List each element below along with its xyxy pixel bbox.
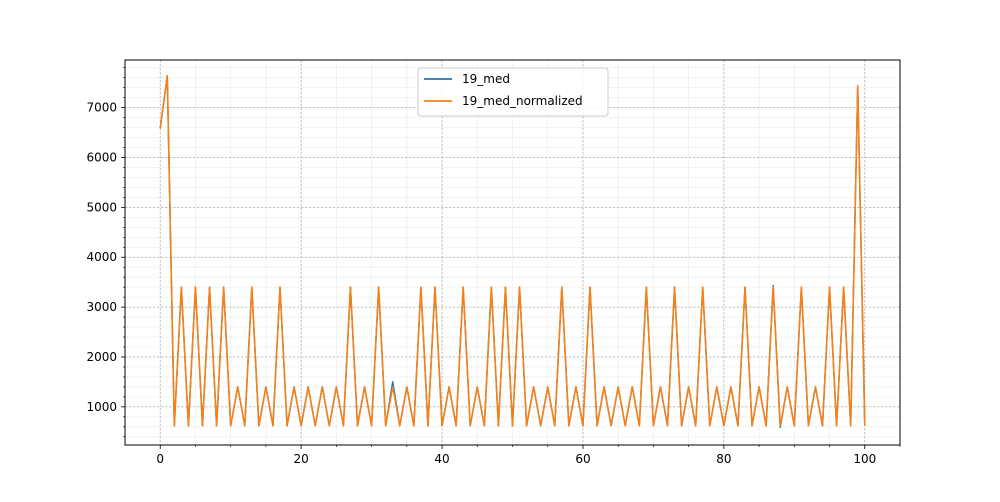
x-tick-label: 40 [434, 452, 449, 466]
y-tick-label: 1000 [86, 400, 117, 414]
axis-ticks: 0 20 40 60 80 100 1000 2000 3000 4000 5000 6000 7000 [86, 67, 901, 466]
x-tick-label: 20 [293, 452, 308, 466]
y-tick-label: 7000 [86, 101, 117, 115]
y-tick-label: 6000 [86, 150, 117, 164]
legend-box [417, 67, 609, 117]
minor-grid [125, 60, 901, 445]
series-layer [159, 74, 866, 429]
y-tick-label: 5000 [86, 200, 117, 214]
y-tick-label: 2000 [86, 350, 117, 364]
legend-label: 19_med [462, 72, 510, 86]
x-tick-label: 100 [853, 452, 876, 466]
legend-label: 19_med_normalized [462, 94, 583, 108]
legend: 19_med 19_med_normalized [417, 67, 609, 117]
x-tick-label: 0 [156, 452, 164, 466]
x-tick-label: 80 [716, 452, 731, 466]
y-tick-label: 3000 [86, 300, 117, 314]
major-grid [125, 60, 900, 445]
y-tick-label: 4000 [86, 250, 117, 264]
x-tick-label: 60 [575, 452, 590, 466]
series-line-19-med-normalized [159, 74, 866, 427]
